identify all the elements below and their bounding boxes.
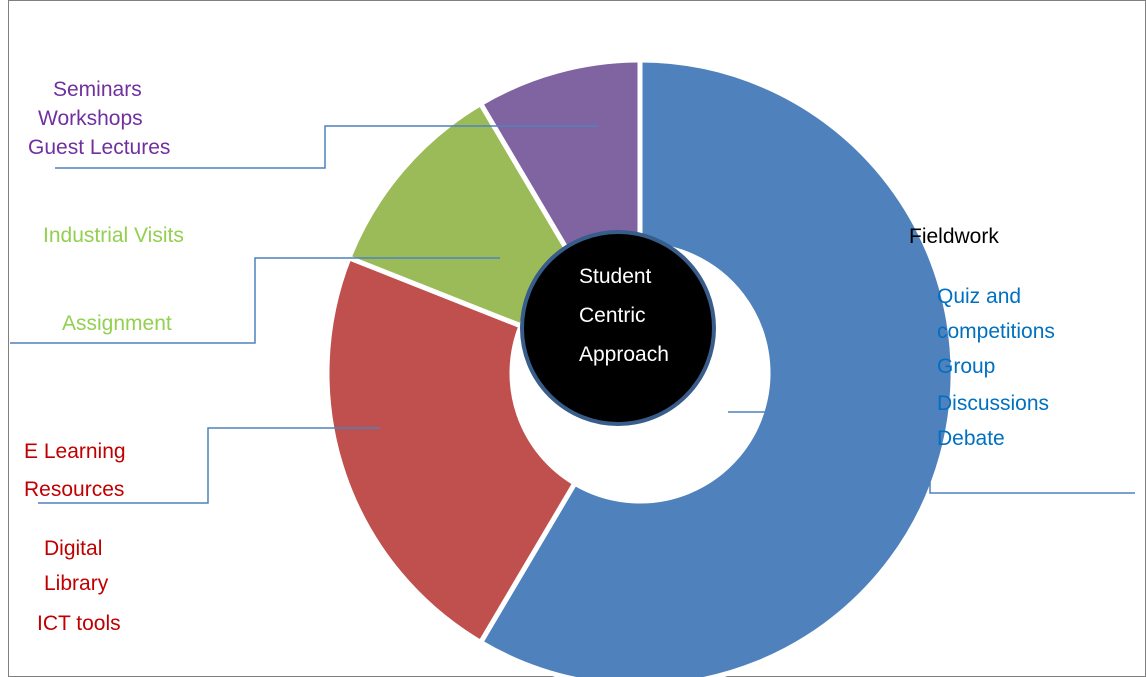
label-assignment: Assignment [62,312,172,335]
leader-line-fieldwork [728,411,1135,494]
label-digital: Digital [44,537,103,560]
label-library: Library [44,572,109,595]
label-quiz-and: Quiz and [937,285,1022,308]
label-competitions: competitions [937,320,1055,343]
label-fieldwork: Fieldwork [909,225,999,248]
label-resources: Resources [24,478,125,501]
label-debate: Debate [937,427,1005,450]
label-ict-tools: ICT tools [37,612,121,635]
label-group: Group [937,355,996,378]
leader-line-elearning [38,427,380,504]
label-e-learning: E Learning [24,440,126,463]
label-seminars: Seminars [53,78,142,101]
center-hole [520,230,716,426]
label-workshops: Workshops [38,107,143,130]
leader-line-seminars [55,125,598,169]
label-guest-lectures: Guest Lectures [28,136,171,159]
label-discussions: Discussions [937,392,1050,415]
label-industrial-visits: Industrial Visits [43,224,184,247]
center-label-line-3: Approach [579,343,669,366]
center-label-line-2: Centric [579,304,646,327]
leader-lines [10,125,1135,504]
center-label-line-1: Student [579,265,652,288]
leader-line-industrial [10,257,500,344]
